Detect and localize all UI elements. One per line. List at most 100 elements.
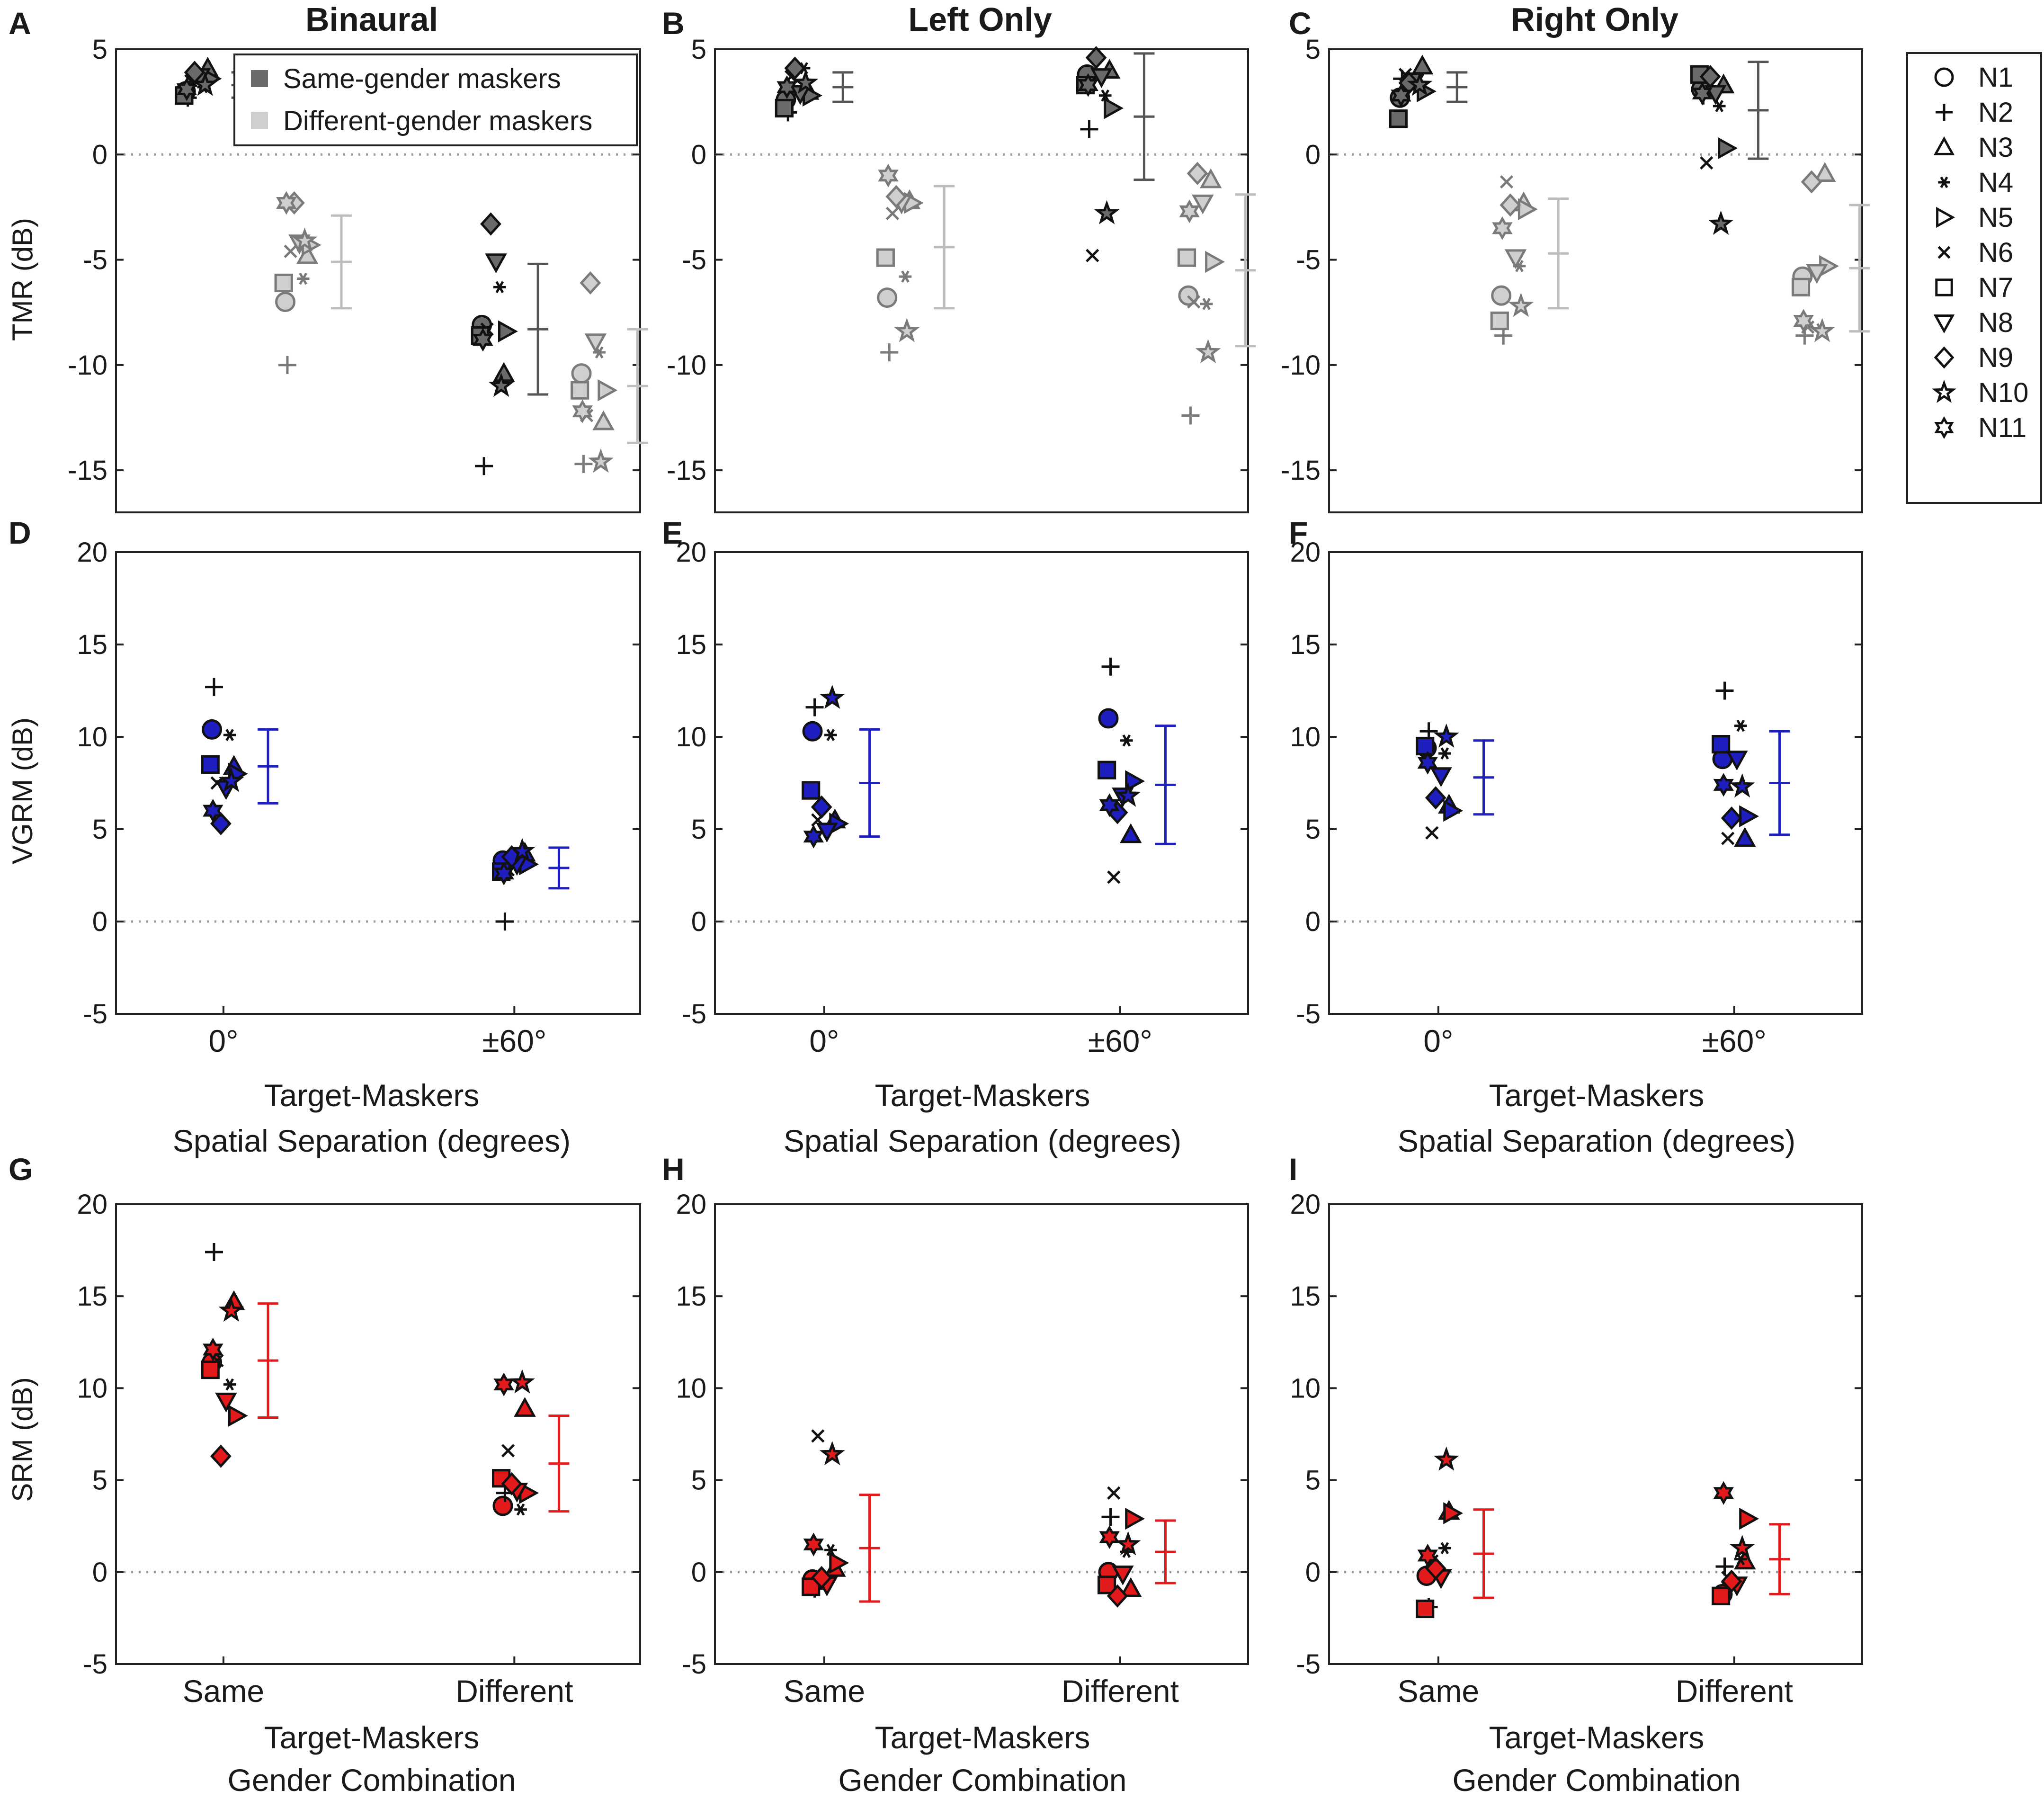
- x-label-i-line2: Gender Combination: [1452, 1763, 1741, 1798]
- panel-b-point-n11: [1078, 73, 1098, 97]
- panel-a-group-2: [471, 212, 549, 475]
- panel-i-ytick-label: 5: [1305, 1465, 1321, 1496]
- panel-h-point-n11: [803, 1532, 824, 1557]
- panel-h-point-n6: [811, 1429, 825, 1443]
- panel-g-point-n4: [223, 1378, 236, 1391]
- panel-i-point-n4: [1438, 1542, 1451, 1555]
- panel-e-point-n10: [819, 684, 845, 709]
- panel-g-point-n6: [501, 1444, 515, 1458]
- panel-g-point-n11: [203, 1337, 223, 1361]
- panel-a-point-n10: [192, 72, 218, 96]
- panel-i-ytick-label: 20: [1290, 1189, 1321, 1220]
- panel-e-point-n11: [803, 824, 824, 849]
- legend-n10-label: N10: [1978, 377, 2028, 408]
- panel-f-point-n9: [1721, 806, 1742, 830]
- panel-b-group-2: [1076, 46, 1155, 262]
- panel-h-point-n11: [1099, 1525, 1120, 1549]
- panel-i-point-n11: [1417, 1543, 1438, 1567]
- panel-i-ytick-label: 15: [1290, 1281, 1321, 1312]
- panel-b-point-n9: [784, 56, 806, 80]
- panel-f-point-n11: [1713, 773, 1734, 797]
- legend-marker-n2: [1936, 104, 1953, 121]
- panel-d-ytick-label: -5: [83, 999, 107, 1029]
- legend-marker-n10: [1932, 379, 1956, 403]
- panel-a-point-n10: [488, 372, 514, 397]
- panel-b-point-n11: [777, 75, 797, 99]
- panel-a-point-n11: [572, 399, 593, 423]
- panel-g-point-n2: [205, 1243, 223, 1261]
- panel-b-point-n9: [885, 185, 907, 208]
- panel-d-point-n2: [205, 678, 223, 696]
- panel-b-point-n6: [885, 206, 900, 220]
- panel-h-point-n8: [1112, 1565, 1134, 1585]
- panel-h-point-n5: [1125, 1507, 1145, 1530]
- panel-c-point-n11: [1492, 216, 1513, 240]
- panel-e-point-n7: [1098, 761, 1116, 779]
- panel-a-point-n7: [274, 273, 293, 293]
- legend-marker-n11: [1934, 416, 1954, 439]
- panel-g-point-n11: [493, 1372, 514, 1396]
- panel-e-point-n2: [1101, 657, 1120, 676]
- panel-i-point-n5: [1739, 1507, 1759, 1530]
- panel-e-ytick-label: -5: [682, 999, 706, 1029]
- panel-c-point-n7: [1389, 109, 1408, 128]
- panel-f-point-n7: [1712, 735, 1731, 754]
- panel-c-group-3: [1791, 162, 1870, 345]
- panel-b-group-0: [775, 56, 854, 122]
- panel-c-group-2: [1690, 61, 1769, 235]
- panel-f-point-n10: [1729, 773, 1755, 798]
- panel-g-point-n9: [210, 1444, 232, 1468]
- panel-f-group-0: [1416, 722, 1494, 840]
- panel-a-group-1: [274, 191, 352, 374]
- panel-g: 20 15 10 5 0 -5 Same Different: [77, 1189, 641, 1709]
- panel-d-group-1: [492, 838, 570, 931]
- panel-c-point-n11: [1391, 83, 1411, 107]
- panel-e-group-0: [802, 684, 880, 849]
- panel-f-ytick-label: 20: [1290, 537, 1321, 568]
- panel-a-point-n8: [485, 253, 507, 274]
- panel-g-group-1: [492, 1369, 570, 1516]
- panel-d-point-n11: [203, 798, 223, 823]
- panel-b-ytick-label: 5: [691, 34, 706, 65]
- panel-b-point-n11: [1179, 199, 1200, 224]
- panel-letter-g: G: [9, 1152, 33, 1187]
- panel-e: 20 15 10 5 0 -5 0° ±60°: [676, 537, 1249, 1058]
- panel-f-xtick-label: 0°: [1423, 1023, 1453, 1058]
- panel-g-xtick-label: Different: [455, 1674, 573, 1709]
- legend-inset: Same-gender maskers Different-gender mas…: [233, 54, 638, 146]
- panel-b-ytick-label: -10: [667, 350, 706, 381]
- panel-h-ytick-label: 10: [676, 1373, 706, 1404]
- legend-n5-label: N5: [1978, 202, 2013, 233]
- panel-letter-a: A: [9, 6, 31, 41]
- x-label-f-line1: Target-Maskers: [1489, 1078, 1705, 1113]
- legend-swatch-same: [251, 70, 268, 87]
- panel-c-point-n5: [1517, 198, 1538, 221]
- panel-c-point-n9: [1699, 65, 1721, 89]
- panel-b-point-n9: [1085, 46, 1107, 70]
- y-label-srm: SRM (dB): [7, 1377, 38, 1502]
- panel-h-ytick-label: -5: [682, 1649, 706, 1680]
- panel-b-point-n10: [894, 318, 920, 342]
- legend-n2-label: N2: [1978, 97, 2013, 128]
- panel-e-point-n2: [805, 698, 824, 716]
- panel-c-point-n4: [1713, 100, 1726, 112]
- panel-h-ytick-label: 15: [676, 1281, 706, 1312]
- panel-e-point-n10: [1115, 782, 1141, 807]
- legend-n4-label: N4: [1978, 167, 2013, 198]
- panel-d-ytick-label: 10: [77, 722, 107, 752]
- x-label-e-line1: Target-Maskers: [875, 1078, 1090, 1113]
- panel-b-point-n7: [876, 248, 895, 267]
- panel-f-point-n4: [1438, 747, 1451, 760]
- panel-g-group-0: [201, 1243, 279, 1468]
- panel-h-point-n7: [802, 1577, 821, 1596]
- legend-marker-n4: [1938, 176, 1950, 188]
- subjects-legend: N1 N2 N3 N4 N5 N6 N7 N8 N9 N10 N11: [1906, 52, 2042, 504]
- panel-a-ytick-label: -15: [68, 455, 107, 486]
- panel-h-point-n3: [1120, 1577, 1142, 1597]
- panel-h-point-n4: [824, 1544, 837, 1557]
- panel-d-point-n11: [493, 861, 514, 886]
- x-label-e-line2: Spatial Separation (degrees): [784, 1123, 1181, 1158]
- panel-h-point-n5: [829, 1552, 849, 1574]
- panel-b-point-n6: [1187, 295, 1201, 309]
- panel-c-ytick-label: 5: [1305, 34, 1321, 65]
